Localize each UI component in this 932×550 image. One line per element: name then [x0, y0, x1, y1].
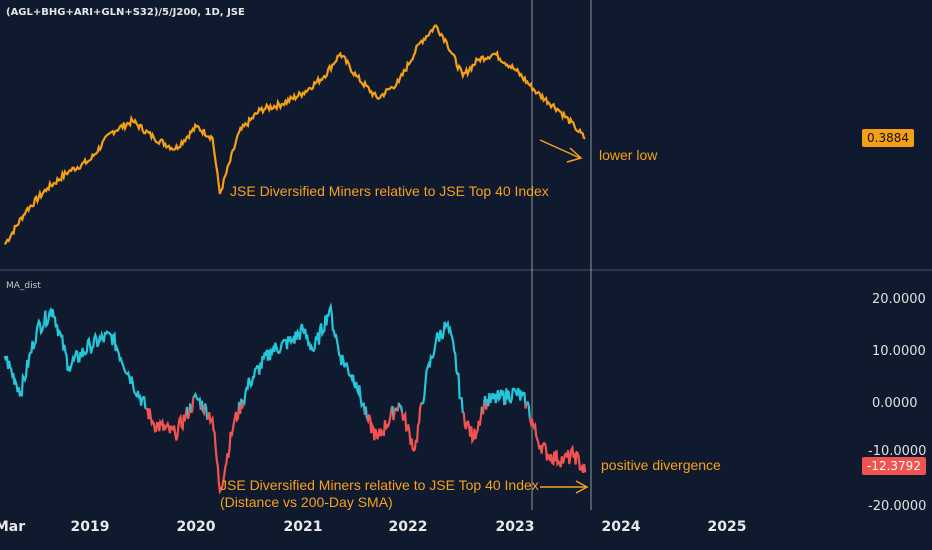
ma-dist-above-segment-8 [200, 400, 204, 412]
y-tick-0: 0.0000 [872, 396, 918, 411]
ma-dist-above-segment-34 [526, 400, 531, 419]
ma-dist-above-segment-24 [397, 402, 404, 413]
y-tick-20: 20.0000 [872, 292, 926, 307]
bottom-annotation-line1: JSE Diversified Miners relative to JSE T… [220, 477, 539, 493]
ma-dist-below-segment-1 [144, 406, 188, 441]
positive-divergence-note: positive divergence [601, 457, 721, 473]
price-series [3, 24, 586, 246]
ma-dist-below-segment-29 [481, 402, 486, 415]
ma-dist-above-segment-10 [203, 403, 209, 420]
ma-dist-above-segment-26 [420, 320, 464, 414]
ma-dist-above-segment-32 [486, 387, 527, 409]
x-tick-mar: Mar [0, 519, 26, 535]
ma-dist-below-segment-33 [524, 402, 528, 409]
ma-dist-below-segment-35 [528, 415, 587, 474]
ma-dist-above-segment-18 [364, 406, 368, 419]
x-tick-2019: 2019 [70, 519, 110, 535]
ma-dist-above-segment-16 [242, 302, 366, 416]
ma-dist-below-segment-25 [400, 402, 423, 453]
ma-dist-below-segment-11 [206, 401, 241, 495]
y-tick-10: 10.0000 [872, 344, 926, 359]
ma-dist-below-segment-19 [365, 405, 394, 441]
symbol-title: (AGL+BHG+ARI+GLN+S32)/5/J200, 1D, JSE [6, 7, 245, 18]
ma-dist-below-segment-9 [201, 403, 207, 417]
price-badge: 0.3884 [862, 129, 914, 147]
arrow-positive-divergence [540, 480, 589, 494]
bottom-annotation-line2: (Distance vs 200-Day SMA) [220, 494, 393, 510]
indicator-title: MA_dist [6, 281, 41, 291]
top-annotation: JSE Diversified Miners relative to JSE T… [230, 183, 549, 199]
x-tick-2022: 2022 [388, 519, 428, 535]
lower-low-note: lower low [599, 147, 658, 163]
x-tick-2020: 2020 [176, 519, 216, 535]
ma-dist-above-segment-6 [192, 391, 202, 411]
x-tick-2025: 2025 [707, 519, 747, 535]
y-tick-neg10: -10.0000 [868, 444, 927, 459]
ma-dist-below-segment-5 [190, 397, 195, 414]
x-tick-2023: 2023 [495, 519, 535, 535]
ma-dist-above-segment-0 [3, 306, 147, 409]
ma-dist-below-segment-27 [462, 406, 483, 445]
ma-dist-series [3, 302, 587, 495]
y-tick-neg20: -20.0000 [868, 499, 927, 514]
indicator-badge: -12.3792 [862, 457, 926, 475]
x-tick-2021: 2021 [283, 519, 323, 535]
x-tick-2024: 2024 [601, 519, 641, 535]
ma-dist-above-segment-22 [394, 407, 398, 411]
price-line [3, 24, 586, 246]
arrow-lower-low [539, 139, 583, 163]
